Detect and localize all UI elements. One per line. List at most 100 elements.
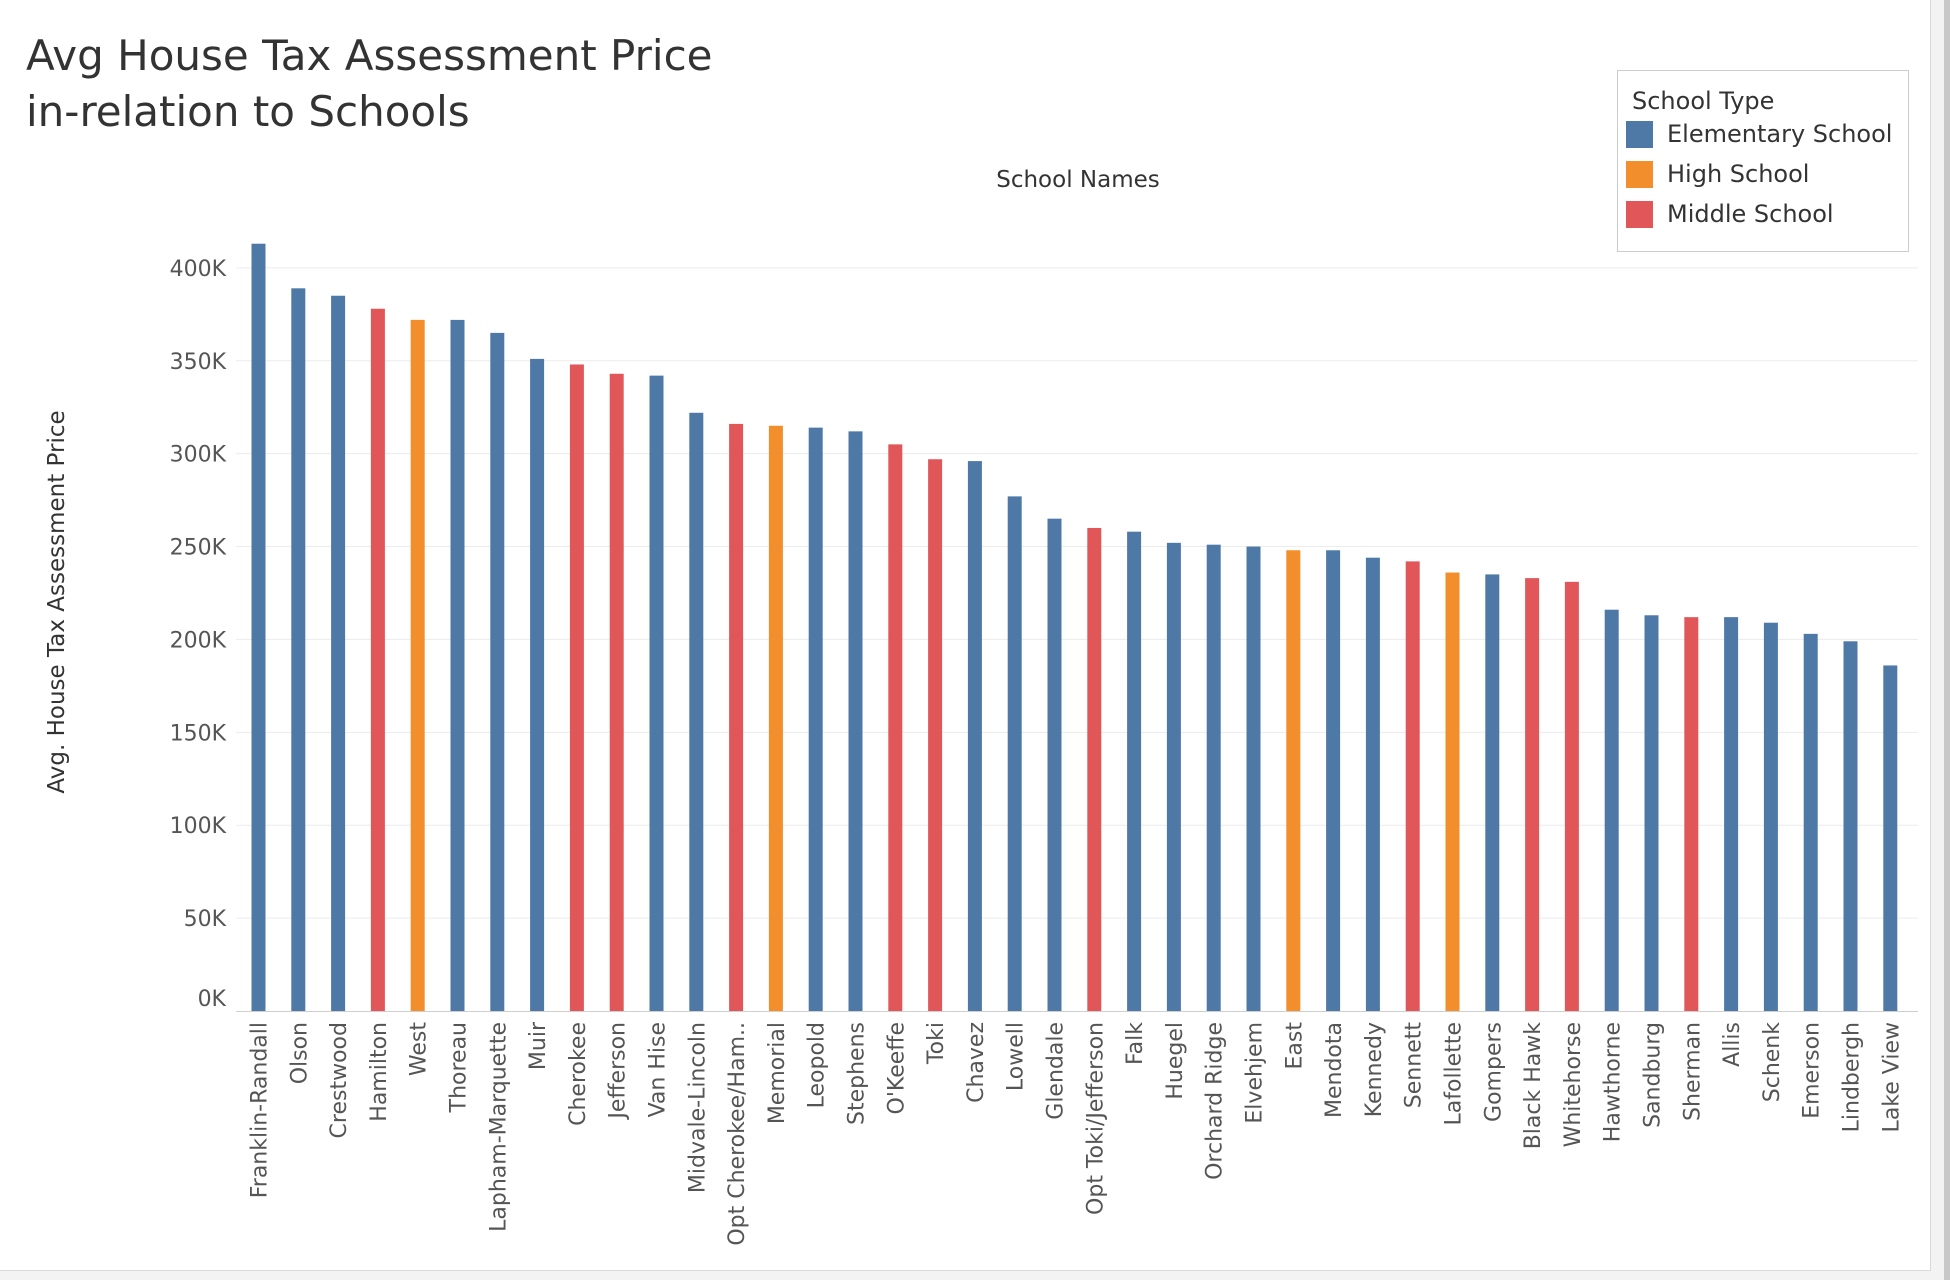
x-axis-ticks: Franklin-Randall Olson Crestwood Hamilton We… [248,1021,1905,1246]
bar[interactable] [1724,617,1739,1011]
bar[interactable] [967,461,982,1012]
bar[interactable] [530,358,545,1011]
x-tick-label: Muir [526,1021,551,1070]
x-tick-label: Hamilton [367,1022,392,1122]
x-tick-label: Lapham-Marquette [486,1022,511,1232]
bar[interactable] [1047,518,1062,1011]
y-tick-label: 150K [170,721,227,746]
bar[interactable] [1405,561,1420,1011]
x-tick-label: Mendota [1322,1022,1347,1118]
bar[interactable] [1166,542,1181,1011]
legend-label-high-school: High School [1667,160,1810,188]
x-tick-label: Black Hawk [1521,1022,1546,1150]
x-tick-label: Jefferson [606,1022,631,1121]
x-tick-label: Midvale-Lincoln [685,1022,710,1193]
x-tick-label: Van Hise [646,1022,671,1117]
y-axis-ticks: 0K 50K 100K 150K 200K 250K 300K 350K 400K [170,257,227,1012]
legend-title: School Type [1632,87,1775,115]
x-tick-label: East [1282,1022,1307,1070]
scrollbar-edge [1944,0,1950,1280]
bar[interactable] [1763,622,1778,1011]
bar[interactable] [1843,641,1858,1011]
x-tick-label: Memorial [765,1022,790,1124]
bar[interactable] [649,375,664,1011]
bar[interactable] [251,243,266,1011]
x-tick-label: Lindbergh [1840,1022,1865,1132]
x-tick-label: Cherokee [566,1022,591,1126]
x-tick-label: Kennedy [1362,1022,1387,1117]
x-tick-label: Allis [1720,1022,1745,1067]
bar[interactable] [1127,531,1142,1011]
y-tick-label: 0K [198,987,227,1012]
legend-item-middle-school[interactable]: Middle School [1626,199,1834,229]
bar[interactable] [370,308,385,1011]
bar[interactable] [1007,496,1022,1011]
bar[interactable] [689,412,704,1011]
x-tick-label: Lowell [1004,1022,1029,1091]
x-tick-label: Huegel [1163,1022,1188,1100]
bar[interactable] [1087,527,1102,1011]
bar[interactable] [291,288,306,1012]
bars [251,243,1898,1012]
bar[interactable] [1684,617,1699,1011]
bar[interactable] [410,319,425,1012]
bar[interactable] [1564,581,1579,1011]
bar[interactable] [1525,578,1540,1011]
bar[interactable] [331,295,346,1011]
x-tick-label: Lake View [1879,1022,1904,1132]
x-tick-label: Orchard Ridge [1203,1022,1228,1180]
x-tick-label: Chavez [964,1022,989,1103]
x-tick-label: Lafollette [1442,1022,1467,1126]
bar[interactable] [1365,557,1380,1011]
x-tick-label: Sandburg [1641,1022,1666,1128]
y-axis-title: Avg. House Tax Assessment Price [44,410,70,793]
bar[interactable] [569,364,584,1011]
y-tick-label: 300K [170,443,227,468]
y-tick-label: 100K [170,814,227,839]
legend-swatch-middle-school [1626,200,1653,228]
legend-swatch-high-school [1626,160,1653,188]
legend: School Type Elementary School High Schoo… [1617,70,1909,252]
x-tick-label: Leopold [805,1022,830,1108]
x-tick-label: Toki [924,1022,949,1065]
gridlines [236,267,1918,919]
x-tick-label: Whitehorse [1561,1022,1586,1147]
y-tick-label: 250K [170,536,227,561]
y-tick-label: 200K [170,628,227,653]
bar[interactable] [888,444,903,1011]
bar[interactable] [1246,546,1261,1011]
bar[interactable] [729,423,744,1011]
bar[interactable] [1604,609,1619,1011]
bar[interactable] [1206,544,1221,1011]
bar[interactable] [848,431,863,1011]
bar[interactable] [1485,574,1500,1011]
bar[interactable] [808,427,823,1011]
x-tick-label: Elvehjem [1243,1022,1268,1124]
y-tick-label: 400K [170,257,227,282]
bar[interactable] [450,319,465,1012]
x-tick-label: Sennett [1402,1022,1427,1109]
bar[interactable] [1286,550,1301,1011]
x-tick-label: Hawthorne [1601,1022,1626,1142]
chart-title: Avg House Tax Assessment Price in-relati… [26,28,786,140]
bar[interactable] [768,425,783,1011]
y-tick-label: 50K [184,907,227,932]
x-tick-label: Sherman [1680,1022,1705,1121]
legend-item-high-school[interactable]: High School [1626,159,1809,189]
bar[interactable] [1644,615,1659,1011]
bar[interactable] [1883,665,1898,1011]
bar[interactable] [1445,572,1460,1011]
bar[interactable] [1326,550,1341,1011]
legend-swatch-elementary-school [1626,120,1653,148]
bar[interactable] [1803,633,1818,1011]
bar[interactable] [928,459,943,1011]
x-tick-label: Schenk [1760,1022,1785,1102]
x-axis-title: School Names [996,167,1160,193]
x-tick-label: Opt Toki/Jefferson [1083,1022,1108,1215]
bar[interactable] [490,332,505,1011]
legend-item-elementary-school[interactable]: Elementary School [1626,119,1892,149]
bar[interactable] [609,373,624,1011]
x-tick-label: Opt Cherokee/Ham.. [725,1022,750,1246]
x-tick-label: Olson [287,1022,312,1084]
